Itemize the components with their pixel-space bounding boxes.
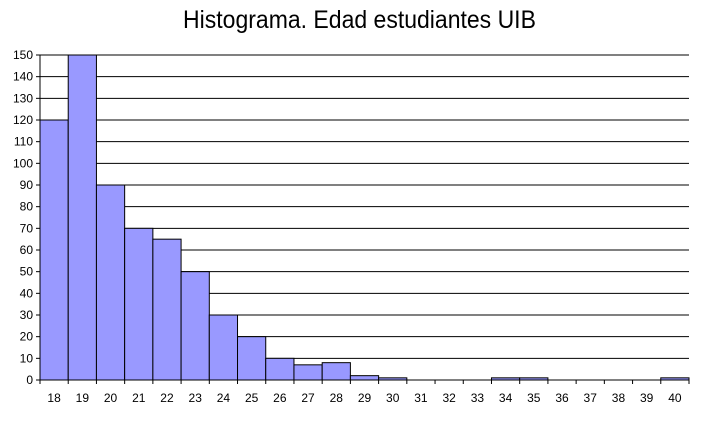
x-tick-label: 37 — [584, 391, 598, 405]
y-tick-label: 50 — [20, 265, 34, 279]
y-tick-label: 100 — [13, 156, 33, 170]
y-tick-label: 130 — [13, 91, 33, 105]
bars — [39, 54, 690, 381]
bar-29 — [349, 375, 380, 381]
y-tick-label: 0 — [26, 373, 33, 387]
x-tick-label: 28 — [330, 391, 344, 405]
bar-27 — [293, 364, 323, 381]
x-tick-label: 26 — [273, 391, 287, 405]
x-tick-label: 21 — [132, 391, 146, 405]
bar-24 — [208, 314, 239, 381]
bar-25 — [237, 336, 267, 381]
x-tick-label: 35 — [527, 391, 541, 405]
x-tick-label: 22 — [160, 391, 174, 405]
x-tick-label: 18 — [47, 391, 61, 405]
y-tick-label: 60 — [20, 243, 34, 257]
y-tick-label: 150 — [13, 48, 33, 62]
bar-18 — [39, 119, 69, 381]
y-tick-label: 20 — [20, 330, 34, 344]
bar-26 — [265, 357, 295, 381]
x-tick-label: 33 — [471, 391, 485, 405]
chart-title: Histograma. Edad estudiantes UIB — [183, 6, 536, 34]
y-tick-label: 30 — [20, 308, 34, 322]
y-tick-label: 140 — [13, 70, 33, 84]
x-tick-label: 40 — [668, 391, 682, 405]
x-tick-labels: 18 19 20 21 22 23 24 25 26 27 28 29 30 31 32 33 34 35 36 37… — [47, 391, 681, 405]
bar-20 — [95, 184, 126, 381]
y-tick-labels: 0 10 20 30 40 50 60 70 80 90 100 110 120 130 140 150 — [13, 48, 33, 387]
y-tick-label: 40 — [20, 286, 34, 300]
y-tick-label: 70 — [20, 221, 34, 235]
y-tick-label: 110 — [14, 135, 33, 149]
bar-23 — [180, 271, 210, 381]
bar-22 — [152, 238, 182, 381]
x-tick-label: 19 — [76, 391, 90, 405]
x-tick-label: 29 — [358, 391, 372, 405]
x-tick-label: 30 — [386, 391, 400, 405]
axes — [36, 54, 690, 384]
y-tick-label: 10 — [20, 351, 34, 365]
x-tick-label: 24 — [217, 391, 231, 405]
x-tick-label: 23 — [189, 391, 203, 405]
x-tick-label: 32 — [442, 391, 456, 405]
y-tick-label: 80 — [20, 200, 34, 214]
x-tick-label: 38 — [612, 391, 626, 405]
x-tick-label: 27 — [301, 391, 315, 405]
y-tick-label: 90 — [20, 178, 34, 192]
bar-21 — [124, 227, 154, 381]
x-tick-label: 25 — [245, 391, 259, 405]
x-tick-label: 20 — [104, 391, 118, 405]
bar-28 — [321, 362, 351, 381]
x-tick-label: 39 — [640, 391, 654, 405]
x-tick-label: 34 — [499, 391, 513, 405]
x-tick-label: 36 — [555, 391, 569, 405]
x-tick-label: 31 — [414, 391, 428, 405]
y-tick-label: 120 — [13, 113, 33, 127]
bar-19 — [67, 54, 97, 381]
